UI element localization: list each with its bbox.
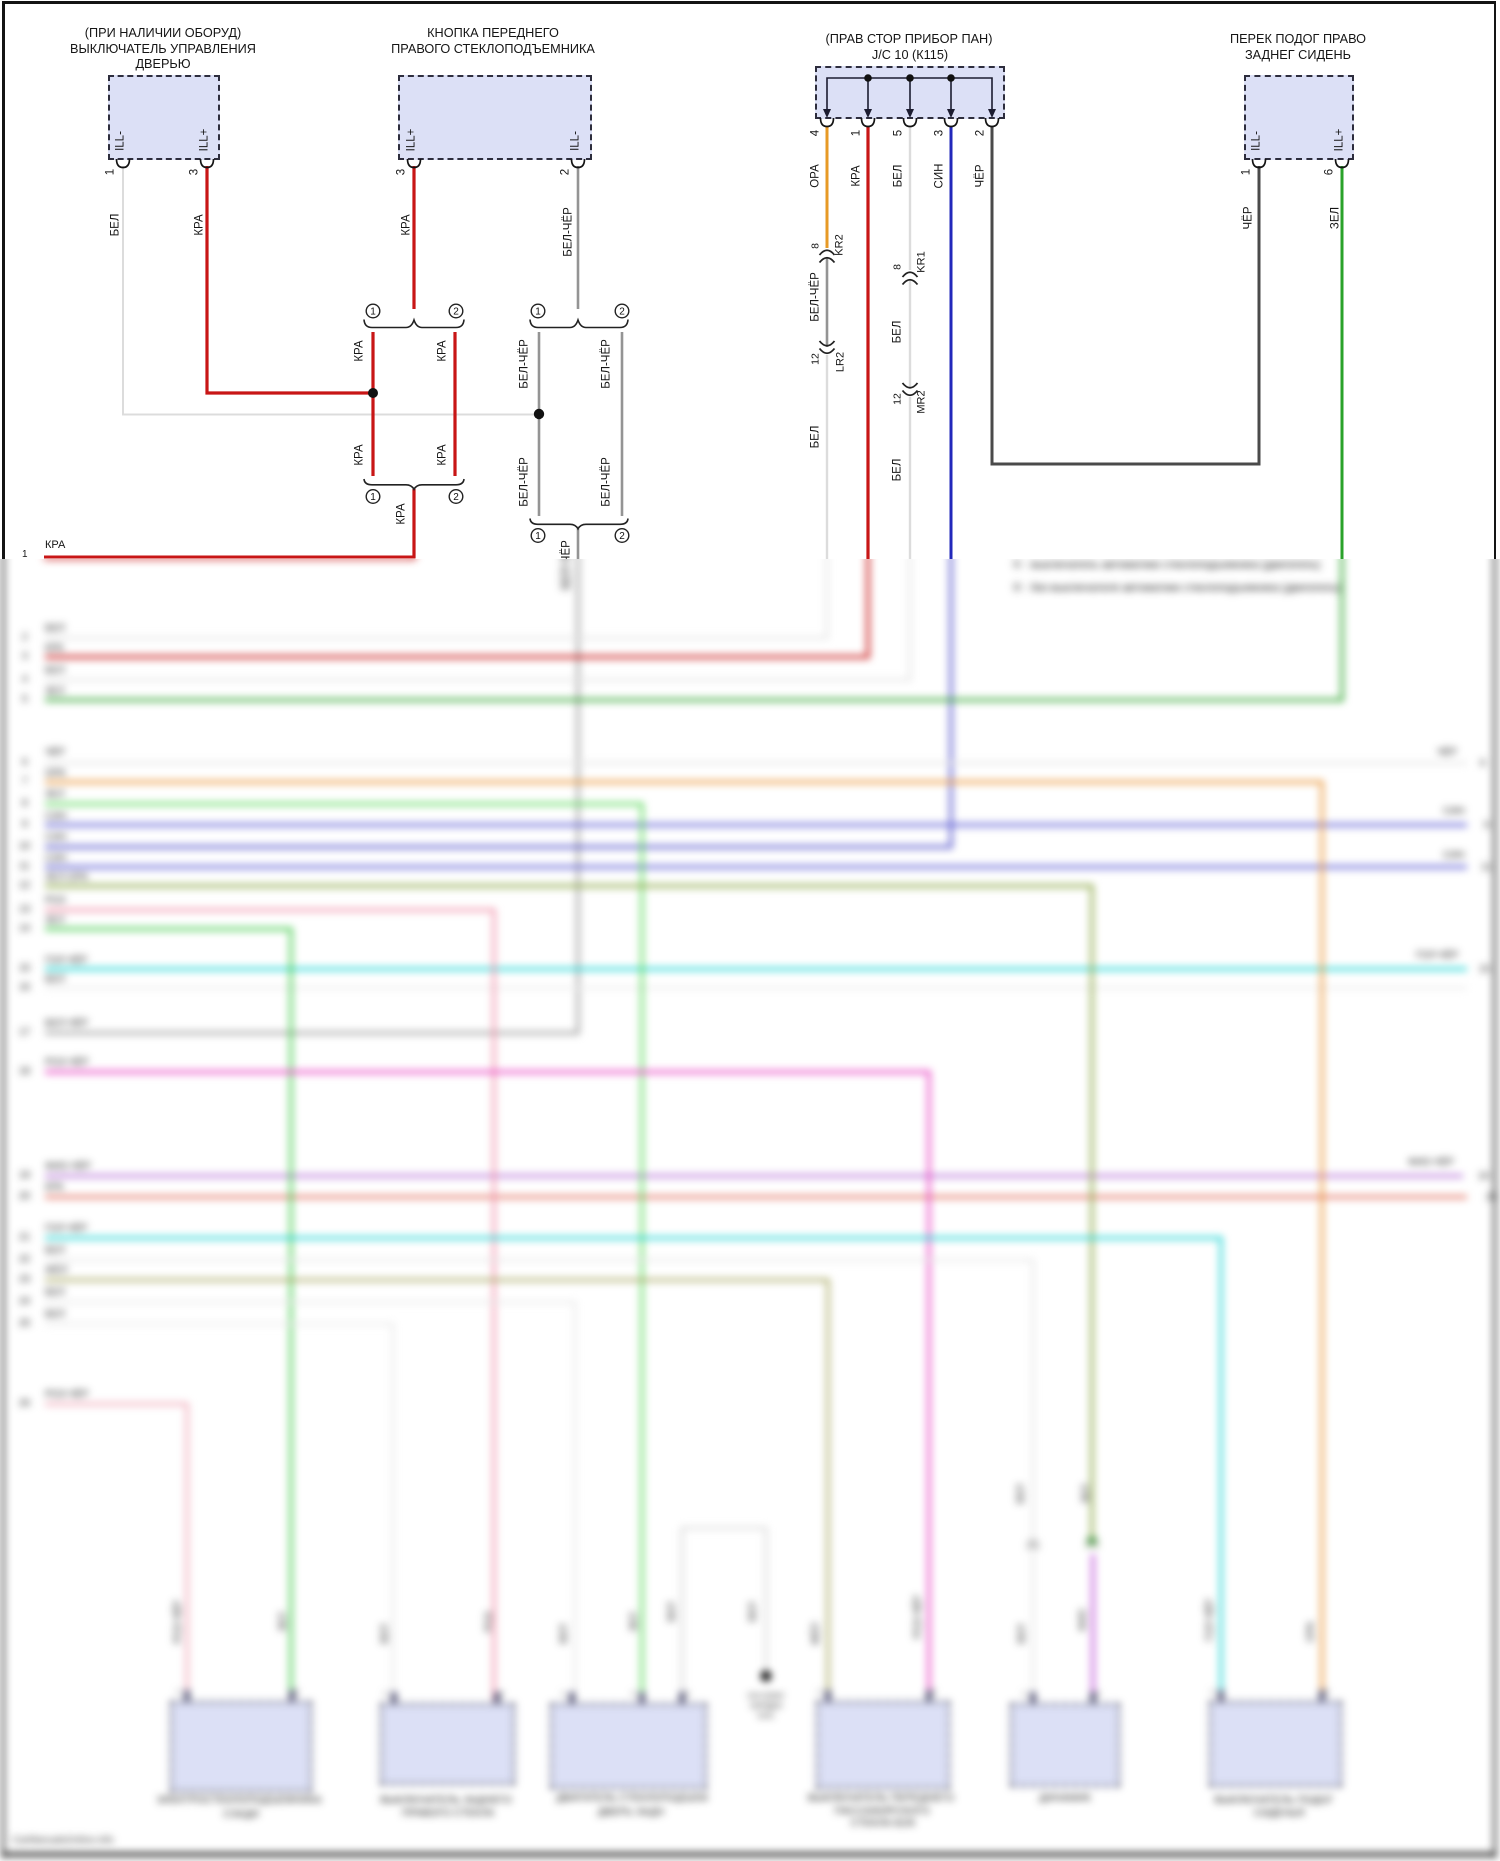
svg-text:1: 1 xyxy=(535,307,541,318)
svg-text:2: 2 xyxy=(619,307,625,318)
svg-text:1: 1 xyxy=(535,531,541,542)
svg-text:1: 1 xyxy=(370,307,376,318)
svg-text:1: 1 xyxy=(370,492,376,503)
svg-text:2: 2 xyxy=(453,307,459,318)
svg-text:2: 2 xyxy=(453,492,459,503)
svg-text:2: 2 xyxy=(619,531,625,542)
